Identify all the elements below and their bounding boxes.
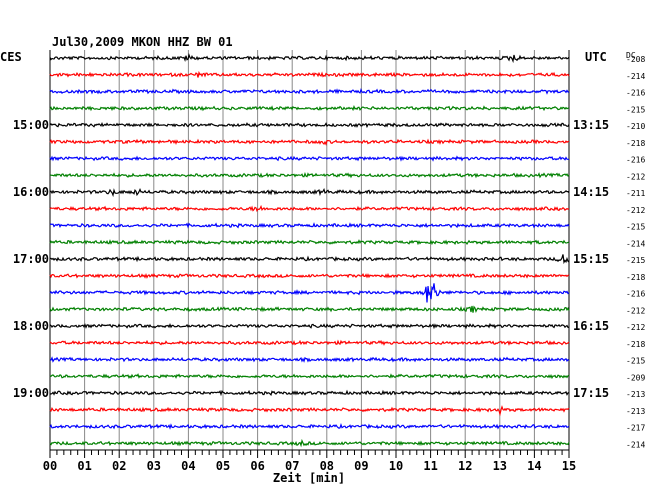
seismic-traces <box>49 52 570 448</box>
dc-offset-label: -214 <box>626 239 645 248</box>
dc-offset-label: -215 <box>626 105 645 114</box>
dc-offset-label: -214 <box>626 72 645 81</box>
dc-offset-label: -215 <box>626 223 645 232</box>
x-tick-label: 04 <box>181 459 195 473</box>
dc-offset-label: -216 <box>626 290 645 299</box>
dc-offset-label: -212 <box>626 172 645 181</box>
seismic-trace <box>49 322 570 330</box>
x-tick-label: 02 <box>112 459 126 473</box>
seismic-trace <box>49 339 570 346</box>
left-timezone-label: CES <box>0 50 22 64</box>
seismic-trace <box>49 155 569 162</box>
left-hour-label: 16:00 <box>13 185 49 199</box>
seismic-trace <box>49 121 570 129</box>
right-hour-label: 16:15 <box>573 319 609 333</box>
seismic-trace <box>49 254 570 265</box>
left-hour-label: 18:00 <box>13 319 49 333</box>
dc-offset-label: -214 <box>626 440 645 449</box>
dc-offset-label: -217 <box>626 424 645 433</box>
seismic-trace <box>49 138 570 146</box>
seismic-trace <box>49 222 570 229</box>
left-hour-label: 19:00 <box>13 386 49 400</box>
x-tick-label: 05 <box>216 459 230 473</box>
seismic-trace <box>49 88 570 95</box>
dc-offset-label: -218 <box>626 139 645 148</box>
dc-offset-label: -212 <box>626 323 645 332</box>
left-hour-label: 15:00 <box>13 118 49 132</box>
right-hour-label: 13:15 <box>573 118 609 132</box>
seismic-trace <box>49 52 570 64</box>
seismic-trace <box>49 272 570 279</box>
seismic-trace <box>49 283 570 303</box>
right-hour-label: 14:15 <box>573 185 609 199</box>
dc-offset-label: -215 <box>626 357 645 366</box>
x-tick-label: 10 <box>389 459 403 473</box>
seismic-trace <box>49 422 570 430</box>
x-tick-label: 07 <box>285 459 299 473</box>
dc-offset-label: -218 <box>626 273 645 282</box>
dc-offset-label: -216 <box>626 89 645 98</box>
seismic-trace <box>50 356 570 363</box>
dc-offset-labels: -208 -214 -216 -215 -210 -218 -216 -212 -211 -212… <box>626 55 645 449</box>
seismic-trace <box>49 70 570 78</box>
dc-offset-header: DC <box>626 51 636 60</box>
seismic-trace <box>49 373 570 380</box>
dc-offset-label: -213 <box>626 390 645 399</box>
right-timezone-label: UTC <box>585 50 607 64</box>
hour-labels: 15:00 16:00 17:00 18:00 19:00 13:15 14:15 15:15… <box>13 118 609 400</box>
dc-offset-label: -209 <box>626 373 645 382</box>
seismic-trace <box>49 389 570 397</box>
x-tick-label: 03 <box>147 459 161 473</box>
seismic-trace <box>49 239 570 246</box>
x-axis: 00 01 02 03 04 05 06 07 08 09 10 11 12 13 14 15 <box>43 450 576 473</box>
x-tick-label: 01 <box>77 459 91 473</box>
x-tick-label: 09 <box>354 459 368 473</box>
dc-offset-label: -212 <box>626 206 645 215</box>
seismic-trace <box>49 187 570 198</box>
seismic-trace <box>49 305 570 314</box>
x-tick-label: 15 <box>562 459 576 473</box>
x-tick-label: 08 <box>320 459 334 473</box>
x-tick-label: 11 <box>423 459 437 473</box>
dc-offset-label: -212 <box>626 306 645 315</box>
x-axis-label: Zeit [min] <box>273 471 345 485</box>
x-tick-label: 06 <box>250 459 264 473</box>
seismic-trace <box>49 438 570 448</box>
x-tick-label: 12 <box>458 459 472 473</box>
chart-title: Jul30,2009 MKON HHZ BW 01 <box>52 35 233 49</box>
x-tick-label: 14 <box>527 459 541 473</box>
seismic-trace <box>49 204 570 213</box>
seismic-trace <box>49 105 570 112</box>
seismic-trace <box>50 172 570 179</box>
dc-offset-label: -208 <box>626 55 645 64</box>
x-tick-label: 13 <box>493 459 507 473</box>
dc-offset-label: -216 <box>626 156 645 165</box>
seismic-trace <box>49 405 570 417</box>
dc-offset-label: -218 <box>626 340 645 349</box>
dc-offset-label: -211 <box>626 189 645 198</box>
right-hour-label: 17:15 <box>573 386 609 400</box>
right-hour-label: 15:15 <box>573 252 609 266</box>
left-hour-label: 17:00 <box>13 252 49 266</box>
x-tick-label: 00 <box>43 459 57 473</box>
dc-offset-label: -213 <box>626 407 645 416</box>
minute-grid <box>49 50 570 451</box>
dc-offset-label: -215 <box>626 256 645 265</box>
dc-offset-label: -210 <box>626 122 645 131</box>
